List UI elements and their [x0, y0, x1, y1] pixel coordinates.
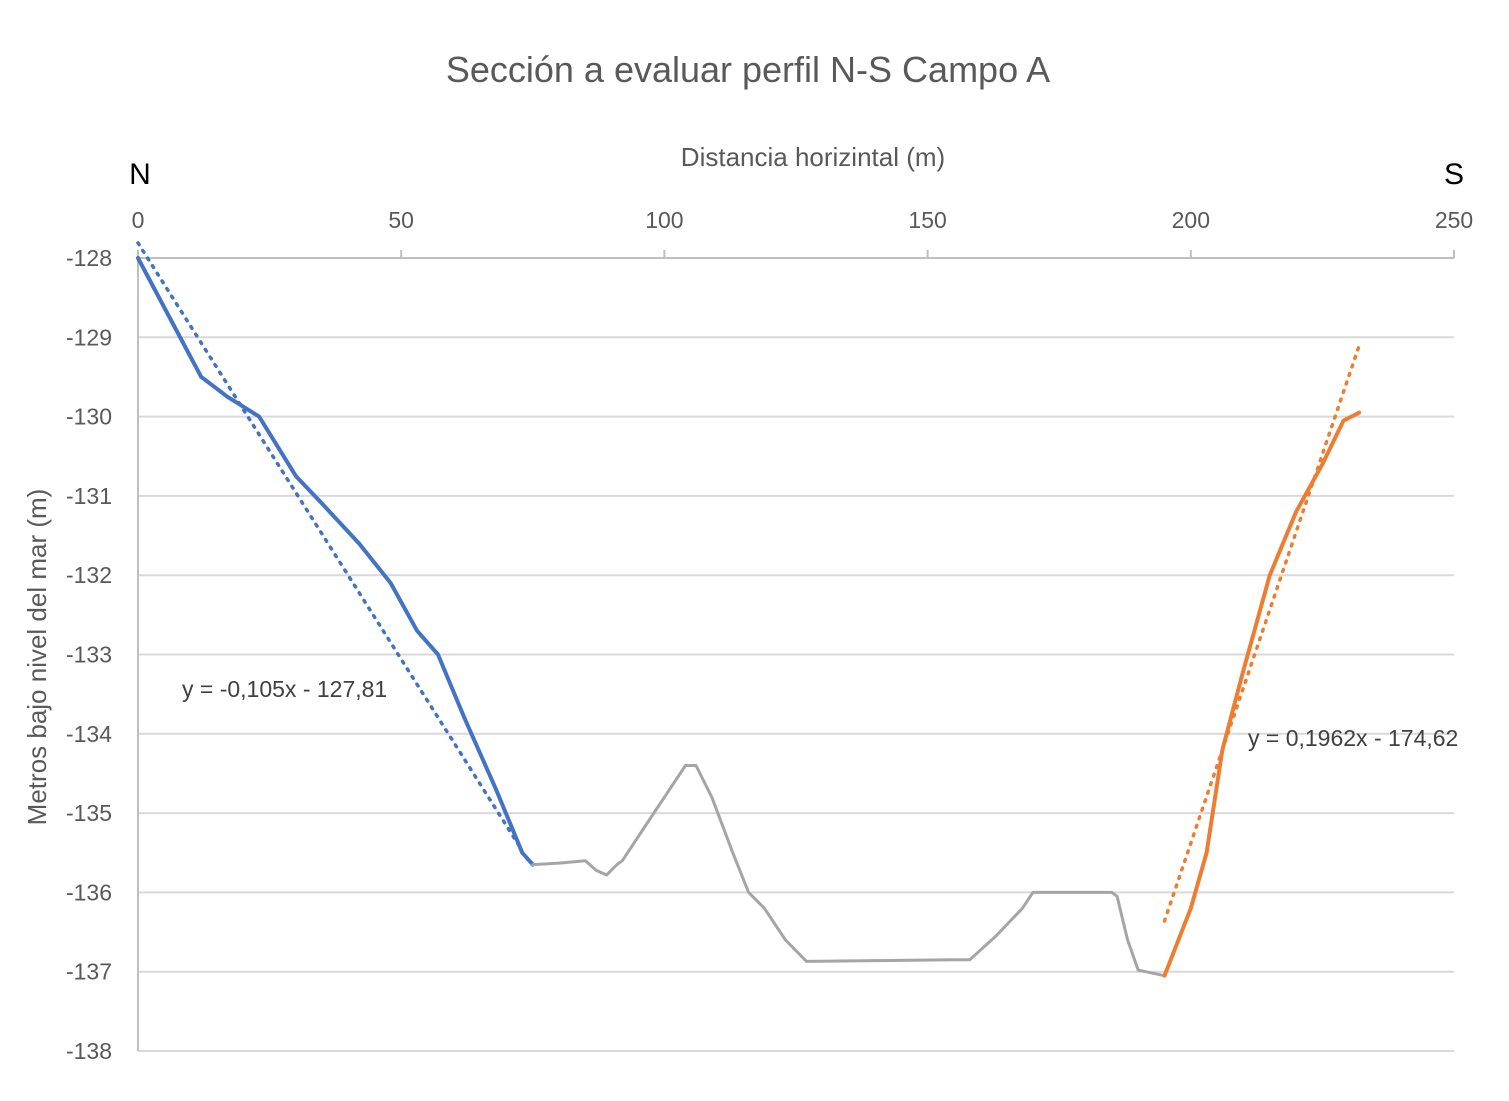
direction-label-north: N — [129, 158, 151, 191]
x-axis — [137, 250, 1455, 1051]
x-tick-label: 150 — [908, 207, 946, 233]
x-tick-label: 250 — [1435, 207, 1473, 233]
y-tick-label: -130 — [66, 404, 112, 430]
y-tick-labels: -128 -129 -130 -131 -132 -133 -134 -135 -136 -137… — [66, 245, 112, 1064]
series-line-1 — [531, 764, 1166, 978]
series-line-2 — [1162, 410, 1362, 978]
trendline-equation-south: y = 0,1962x - 174,62 — [1248, 725, 1458, 751]
x-tick-label: 100 — [645, 207, 683, 233]
y-tick-label: -131 — [66, 483, 112, 509]
x-tick-labels: 0 50 100 150 200 250 — [132, 207, 1474, 233]
y-tick-label: -137 — [66, 959, 112, 985]
x-tick-label: 0 — [132, 207, 145, 233]
series-lines — [136, 256, 1362, 978]
y-tick-label: -133 — [66, 642, 112, 668]
x-tick-label: 200 — [1172, 207, 1210, 233]
x-tick-label: 50 — [388, 207, 414, 233]
y-tick-label: -129 — [66, 324, 112, 350]
y-tick-label: -132 — [66, 562, 112, 588]
y-tick-label: -136 — [66, 879, 112, 905]
series-line-0 — [136, 256, 535, 867]
gridlines — [138, 336, 1454, 1052]
y-tick-label: -135 — [66, 800, 112, 826]
y-tick-label: -134 — [66, 721, 112, 747]
y-tick-label: -128 — [66, 245, 112, 271]
x-axis-title: Distancia horizintal (m) — [681, 142, 945, 172]
trendline-equation-north: y = -0,105x - 127,81 — [182, 676, 387, 702]
trendlines — [136, 241, 1361, 923]
trendline-0 — [136, 241, 525, 853]
chart-title: Sección a evaluar perfil N-S Campo A — [446, 49, 1050, 90]
direction-label-south: S — [1444, 158, 1464, 191]
y-tick-label: -138 — [66, 1038, 112, 1064]
trendline-1 — [1162, 343, 1361, 923]
y-axis-title: Metros bajo nivel del mar (m) — [22, 489, 52, 826]
